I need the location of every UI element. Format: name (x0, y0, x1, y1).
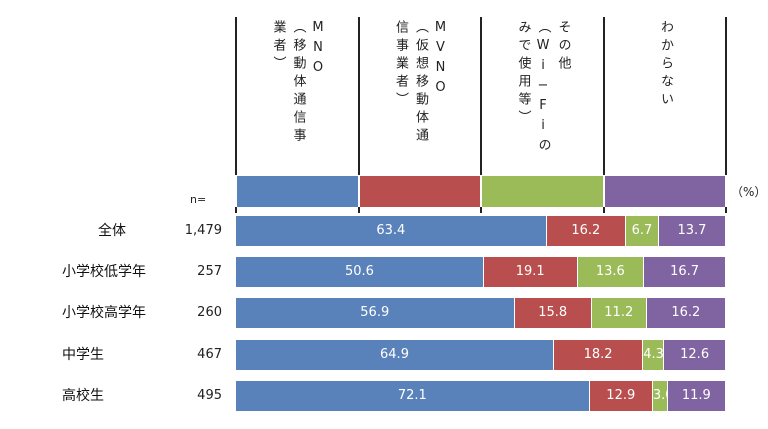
legend-text-line: （仮想移動体通 (413, 20, 428, 146)
bar-segment-3: 13.7 (658, 216, 726, 246)
n-value: 260 (197, 305, 222, 320)
n-label: n= (190, 193, 207, 206)
bar-segment-0: 50.6 (236, 257, 484, 287)
legend-swatch-2 (482, 176, 603, 207)
bar-segment-1: 19.1 (483, 257, 578, 287)
bar-segment-1: 15.8 (514, 298, 592, 328)
legend-divider (235, 17, 237, 175)
legend-text-line: 業者） (270, 20, 286, 74)
category-label: 小学校高学年 (62, 305, 146, 321)
bar-segment-0: 63.4 (236, 216, 547, 246)
axis-tick (725, 207, 727, 213)
bar-segment-2: 4.3 (643, 340, 665, 370)
bar-segment-0: 56.9 (236, 298, 515, 328)
legend-divider (358, 17, 360, 175)
legend-text-line: わからない (658, 20, 673, 110)
category-label: 中学生 (62, 347, 104, 363)
legend-text-line: （Wi−Fiの (535, 20, 551, 156)
bar-segment-2: 13.6 (577, 257, 645, 287)
category-label: 高校生 (62, 388, 104, 404)
bar-segment-0: 64.9 (236, 340, 554, 370)
legend-header-1: MVNO （仮想移動体通 信事業者） (359, 20, 481, 170)
axis-tick (480, 207, 482, 213)
legend-text-line: MVNO (433, 20, 448, 100)
bar-segment-3: 16.7 (644, 257, 726, 287)
bar-segment-2: 3.0 (652, 381, 674, 411)
legend-text-line: 信事業者） (393, 20, 408, 110)
category-label: 全体 (98, 223, 126, 239)
legend-text-line: MNO (310, 20, 326, 80)
bar-segment-2: 6.7 (626, 216, 659, 246)
legend-text-line: その他 (555, 20, 571, 74)
axis-tick (358, 207, 360, 213)
bar-segment-3: 12.6 (664, 340, 726, 370)
legend-header-2: その他 （Wi−Fiの みで使用等） (481, 20, 604, 170)
bar-segment-1: 18.2 (554, 340, 644, 370)
legend-header-3: わからない (604, 20, 726, 170)
bar-segment-1: 16.2 (546, 216, 627, 246)
bar-segment-1: 12.9 (589, 381, 653, 411)
n-value: 495 (197, 388, 222, 403)
legend-divider (725, 17, 727, 175)
legend-swatch-1 (360, 176, 480, 207)
unit-label: （%） (731, 185, 767, 199)
n-value: 1,479 (184, 223, 222, 238)
legend-text-line: みで使用等） (515, 20, 531, 128)
legend-swatch-0 (237, 176, 358, 207)
legend-divider (603, 17, 605, 175)
bar-segment-3: 16.2 (646, 298, 726, 328)
n-value: 257 (197, 264, 222, 279)
bar-segment-2: 11.2 (591, 298, 647, 328)
axis-tick (235, 207, 237, 213)
legend-swatch-3 (605, 176, 725, 207)
legend-divider (480, 17, 482, 175)
bar-segment-3: 11.9 (667, 381, 726, 411)
category-label: 小学校低学年 (62, 264, 146, 280)
axis-tick (603, 207, 605, 213)
bar-segment-0: 72.1 (236, 381, 590, 411)
n-value: 467 (197, 347, 222, 362)
legend-header-0: MNO （移動体通信事 業者） (236, 20, 359, 170)
legend-text-line: （移動体通信事 (290, 20, 306, 146)
